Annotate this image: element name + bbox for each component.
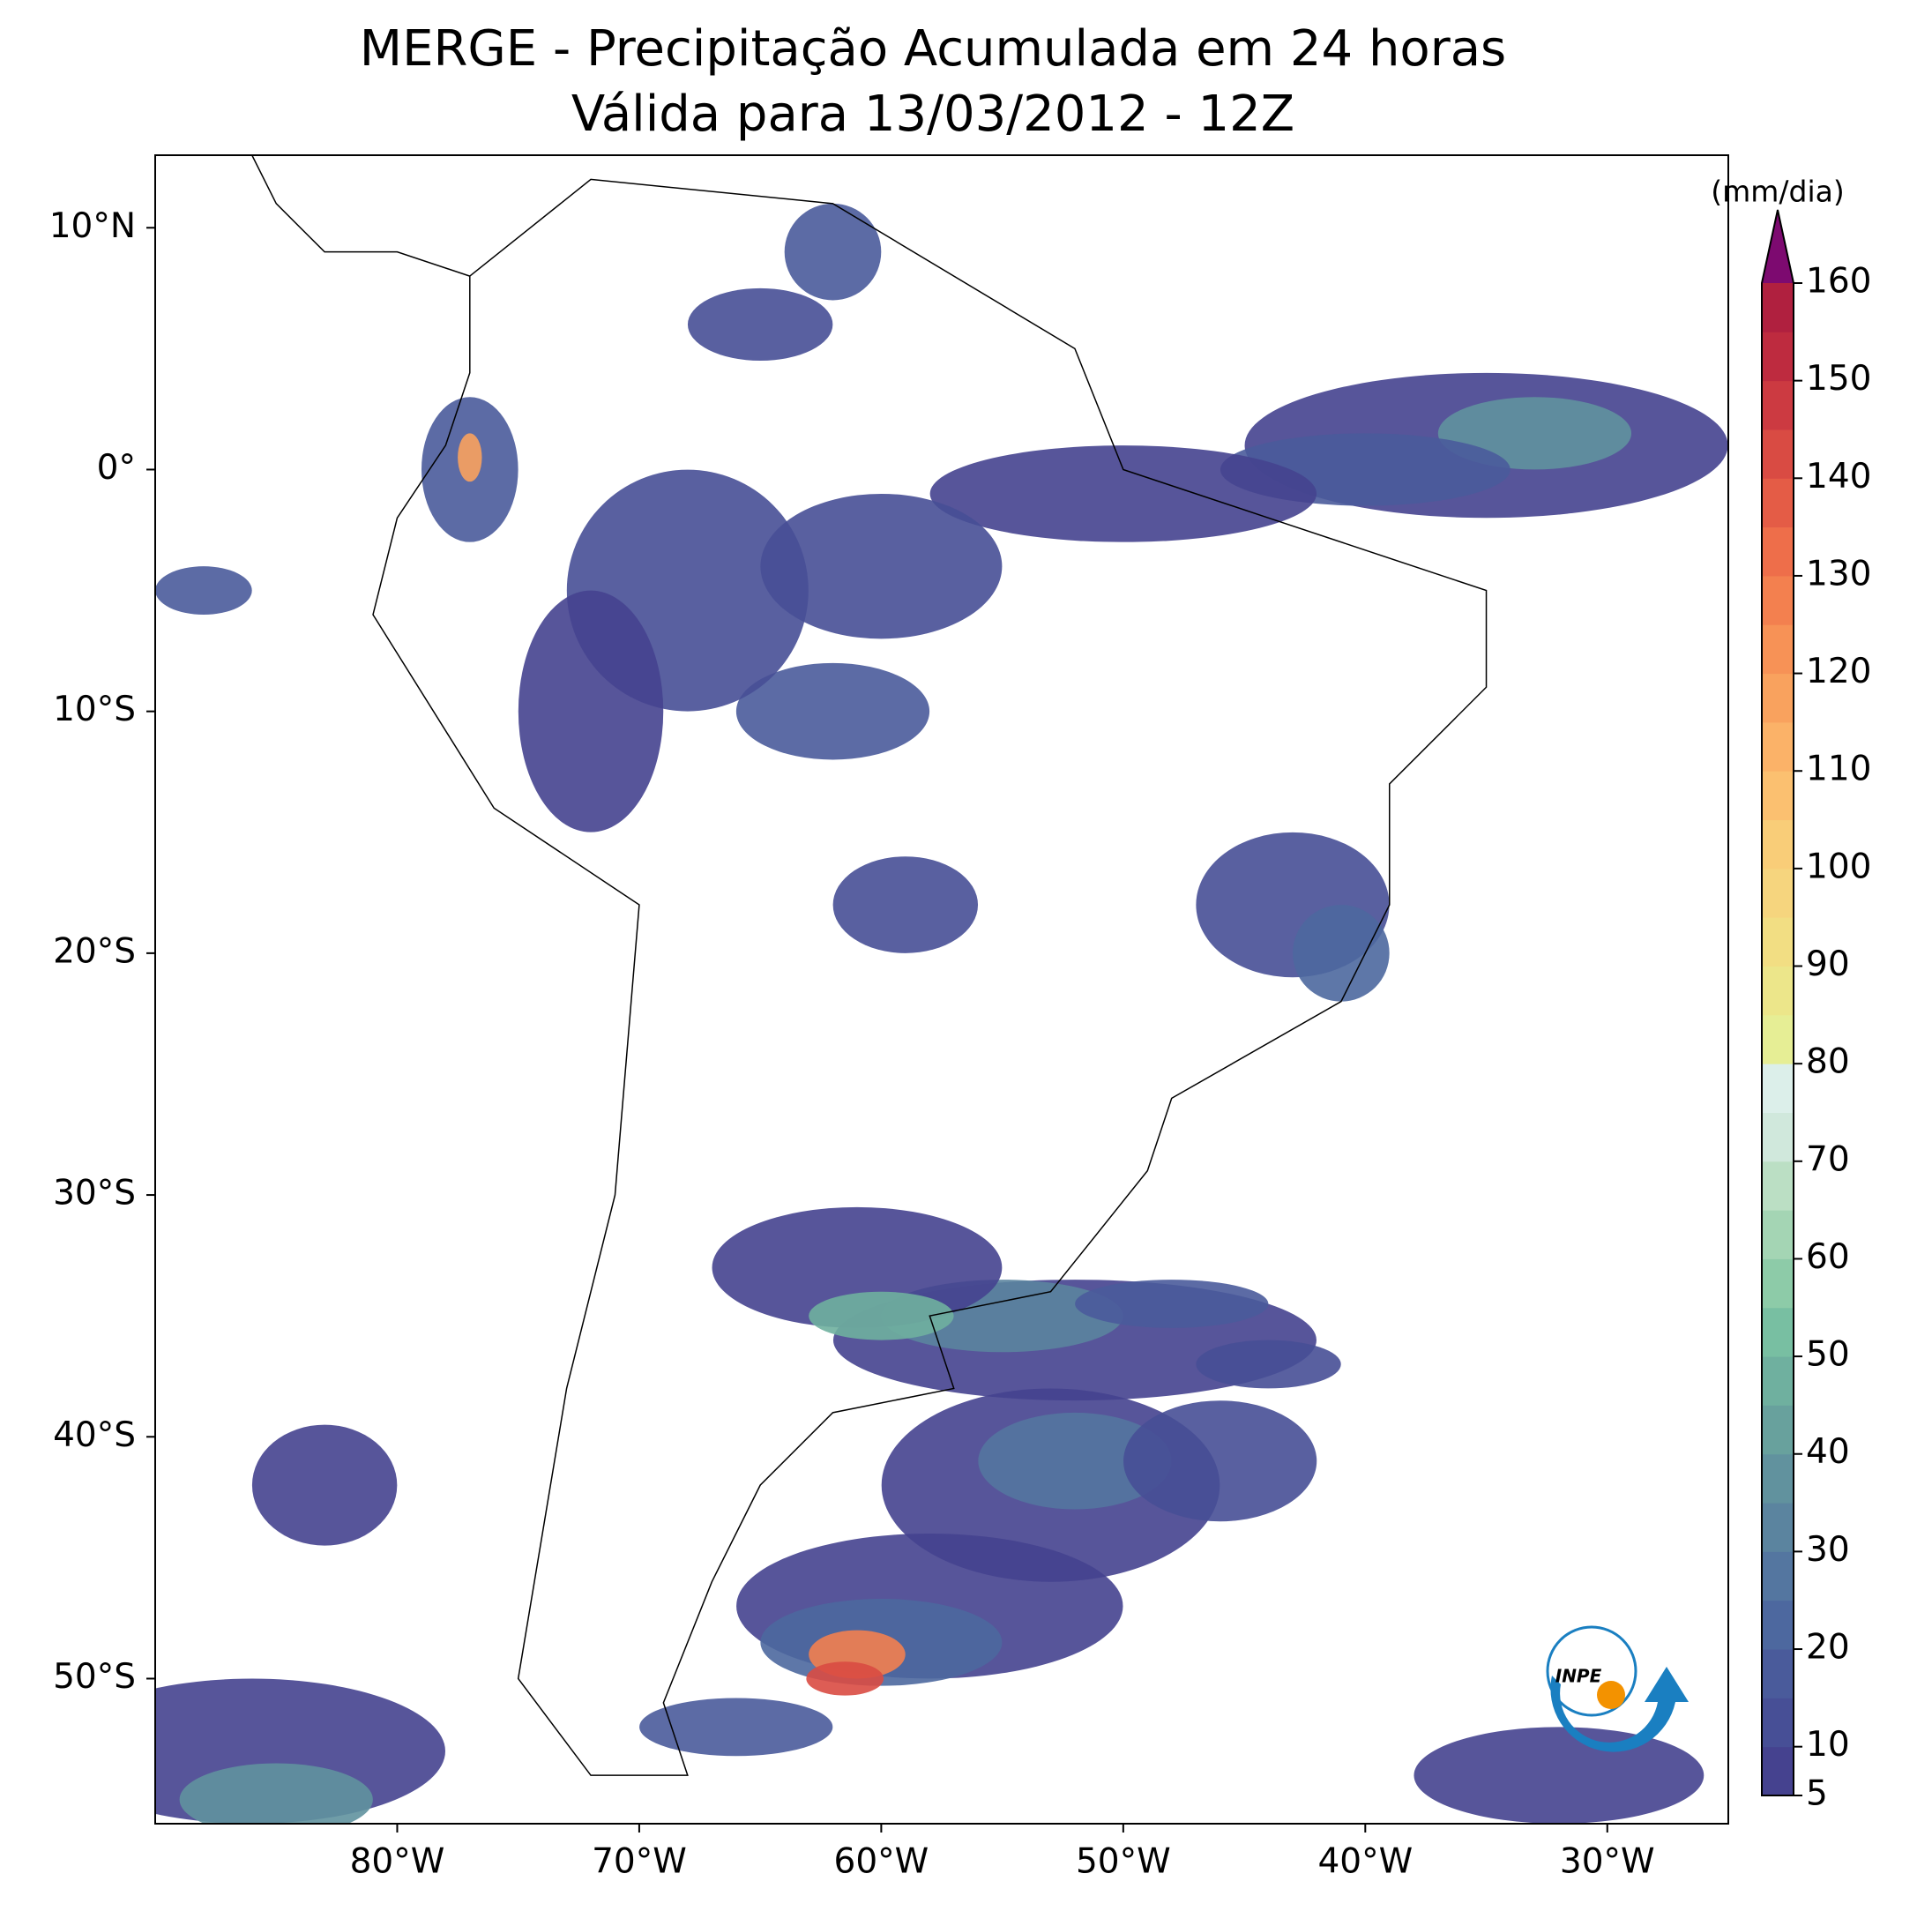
title-line: Válida para 13/03/2012 - 12Z bbox=[571, 86, 1294, 143]
x-tick-label: 70°W bbox=[592, 1842, 687, 1882]
colorbar-tick-label: 140 bbox=[1806, 457, 1871, 496]
colorbar-band bbox=[1762, 673, 1794, 723]
colorbar-band bbox=[1762, 1307, 1794, 1357]
y-tick-label: 20°S bbox=[53, 931, 136, 971]
colorbar-label: (mm/dia) bbox=[1711, 175, 1845, 209]
colorbar-band bbox=[1762, 721, 1794, 772]
coastline bbox=[251, 155, 471, 277]
precip-area bbox=[155, 566, 252, 615]
colorbar-tick-label: 20 bbox=[1806, 1628, 1850, 1668]
precip-area bbox=[1196, 1340, 1341, 1389]
colorbar-band bbox=[1762, 917, 1794, 967]
precip-area bbox=[806, 1661, 884, 1696]
precip-area bbox=[978, 1412, 1172, 1510]
precip-area bbox=[735, 662, 930, 760]
y-tick-label: 30°S bbox=[53, 1174, 136, 1213]
colorbar-band bbox=[1762, 1210, 1794, 1259]
colorbar-band bbox=[1762, 1600, 1794, 1650]
colorbar-tick-label: 60 bbox=[1806, 1237, 1850, 1277]
colorbar-band bbox=[1762, 1746, 1794, 1796]
colorbar-band bbox=[1762, 1161, 1794, 1211]
map-area: 80°W 70°W 60°W 50°W 40°W 30°W 10°N 0° 10°S 20°S 30… bbox=[49, 154, 1729, 1882]
y-tick-label: 10°N bbox=[49, 206, 136, 246]
colorbar-band bbox=[1762, 332, 1794, 382]
precip-area bbox=[687, 287, 833, 362]
logo-dot bbox=[1597, 1681, 1625, 1709]
colorbar-tick-label: 100 bbox=[1806, 847, 1871, 886]
colorbar-band bbox=[1762, 1405, 1794, 1455]
precip-area bbox=[809, 1291, 954, 1340]
logo-ring bbox=[1546, 1625, 1637, 1717]
colorbar-band bbox=[1762, 868, 1794, 918]
precip-layer bbox=[155, 155, 1728, 1824]
x-tick-label: 80°W bbox=[350, 1842, 445, 1882]
colorbar-band bbox=[1762, 283, 1794, 332]
y-tick-label: 0° bbox=[97, 448, 136, 488]
precip-area bbox=[179, 1763, 373, 1824]
colorbar-tick-label: 130 bbox=[1806, 554, 1871, 593]
colorbar-band bbox=[1762, 380, 1794, 430]
colorbar-band bbox=[1762, 771, 1794, 821]
colorbar-band bbox=[1762, 1258, 1794, 1309]
precip-area bbox=[929, 445, 1317, 542]
precip-area bbox=[784, 203, 882, 301]
colorbar-tick-label: 150 bbox=[1806, 359, 1871, 399]
colorbar-tick-label: 10 bbox=[1806, 1725, 1850, 1765]
precip-area bbox=[760, 493, 1003, 639]
colorbar-tick-label: 160 bbox=[1806, 262, 1871, 302]
precip-area bbox=[1075, 1280, 1269, 1328]
map-frame bbox=[154, 154, 1729, 1825]
logo-text: INPE bbox=[1555, 1666, 1602, 1687]
y-tick-label: 40°S bbox=[53, 1415, 136, 1455]
colorbar-tick-label: 80 bbox=[1806, 1042, 1850, 1082]
precip-area bbox=[1293, 905, 1390, 1002]
x-tick-label: 30°W bbox=[1560, 1842, 1655, 1882]
precip-area bbox=[1123, 1400, 1317, 1522]
colorbar-band bbox=[1762, 429, 1794, 479]
colorbar-band bbox=[1762, 1014, 1794, 1064]
colorbar-tick-label: 40 bbox=[1806, 1432, 1850, 1472]
colorbar-band bbox=[1762, 966, 1794, 1016]
colorbar-band bbox=[1762, 1503, 1794, 1552]
colorbar-band bbox=[1762, 624, 1794, 675]
colorbar-tick-label: 30 bbox=[1806, 1530, 1850, 1570]
colorbar-band bbox=[1762, 575, 1794, 625]
x-tick-label: 60°W bbox=[834, 1842, 929, 1882]
colorbar-band bbox=[1762, 1112, 1794, 1162]
precip-area bbox=[458, 433, 482, 482]
precip-area bbox=[251, 1424, 398, 1546]
colorbar-tick-label: 110 bbox=[1806, 750, 1871, 789]
logo: INPE bbox=[1546, 1625, 1689, 1752]
colorbar-extend bbox=[1762, 210, 1794, 283]
colorbar-band bbox=[1762, 526, 1794, 577]
precip-area bbox=[639, 1698, 833, 1757]
colorbar-band bbox=[1762, 1453, 1794, 1504]
colorbar-band bbox=[1762, 819, 1794, 870]
coastline bbox=[372, 178, 1488, 1776]
title-line: MERGE - Precipitação Acumulada em 24 hor… bbox=[360, 20, 1506, 78]
colorbar-band bbox=[1762, 478, 1794, 528]
precip-area bbox=[712, 1206, 1003, 1328]
y-tick-label: 50°S bbox=[53, 1657, 136, 1697]
colorbar-band bbox=[1762, 1649, 1794, 1698]
y-tick-label: 10°S bbox=[53, 690, 136, 729]
colorbar-band bbox=[1762, 1356, 1794, 1406]
precip-area bbox=[1414, 1727, 1704, 1824]
precip-area bbox=[832, 856, 979, 953]
colorbar-frame bbox=[1761, 209, 1794, 1796]
precip-area bbox=[518, 590, 664, 832]
colorbar-band bbox=[1762, 1698, 1794, 1748]
logo-swoosh bbox=[1550, 1667, 1689, 1752]
colorbar-band bbox=[1762, 1064, 1794, 1113]
x-tick-label: 50°W bbox=[1076, 1842, 1171, 1882]
colorbar-tick-label: 90 bbox=[1806, 944, 1850, 984]
colorbar-tick-label: 70 bbox=[1806, 1139, 1850, 1179]
colorbar-tick-label: 50 bbox=[1806, 1335, 1850, 1375]
colorbar-band bbox=[1762, 1551, 1794, 1601]
colorbar-tick-label: 5 bbox=[1806, 1774, 1828, 1814]
x-tick-label: 40°W bbox=[1317, 1842, 1413, 1882]
colorbar-tick-label: 120 bbox=[1806, 652, 1871, 691]
